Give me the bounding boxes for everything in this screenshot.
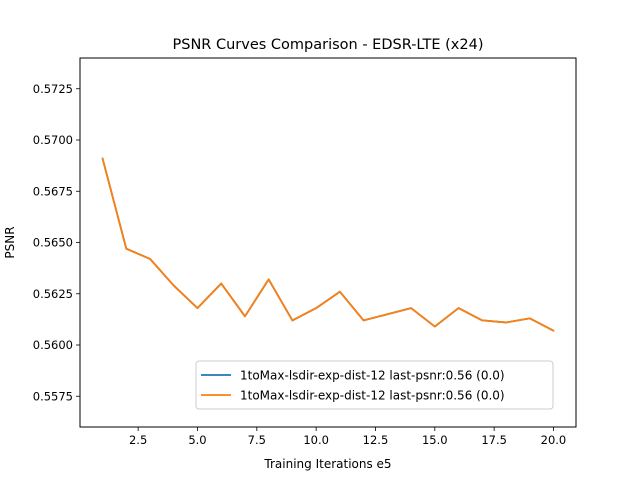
x-tick-label: 2.5 — [129, 433, 147, 447]
y-axis-label: PSNR — [3, 226, 17, 258]
legend-box — [195, 360, 554, 410]
x-tick-label: 12.5 — [363, 433, 389, 447]
x-tick-label: 7.5 — [248, 433, 266, 447]
y-axis-ticks: 0.5575 0.5600 0.5625 0.5650 0.5675 0.5700 0.57… — [33, 82, 80, 403]
y-tick-label: 0.5700 — [33, 133, 73, 147]
y-tick-label: 0.5575 — [33, 389, 73, 403]
legend-label-2: 1toMax-lsdir-exp-dist-12 last-psnr:0.56 … — [240, 389, 505, 403]
series-lines — [101, 157, 555, 332]
chart-title: PSNR Curves Comparison - EDSR-LTE (x24) — [173, 37, 484, 53]
x-tick-label: 10.0 — [303, 433, 329, 447]
series-line-2 — [101, 157, 555, 332]
x-tick-label: 5.0 — [188, 433, 206, 447]
x-axis-label: Training Iterations e5 — [263, 457, 391, 471]
y-tick-label: 0.5625 — [33, 287, 73, 301]
x-tick-label: 15.0 — [422, 433, 448, 447]
y-tick-label: 0.5650 — [33, 236, 73, 250]
x-tick-label: 20.0 — [541, 433, 567, 447]
y-tick-label: 0.5725 — [33, 82, 73, 96]
legend-label-1: 1toMax-lsdir-exp-dist-12 last-psnr:0.56 … — [240, 369, 505, 383]
x-axis-ticks: 2.5 5.0 7.5 10.0 12.5 15.0 17.5 20.0 — [129, 427, 566, 447]
x-tick-label: 17.5 — [481, 433, 507, 447]
y-tick-label: 0.5600 — [33, 338, 73, 352]
y-tick-label: 0.5675 — [33, 184, 73, 198]
legend: 1toMax-lsdir-exp-dist-12 last-psnr:0.56 … — [195, 360, 554, 410]
